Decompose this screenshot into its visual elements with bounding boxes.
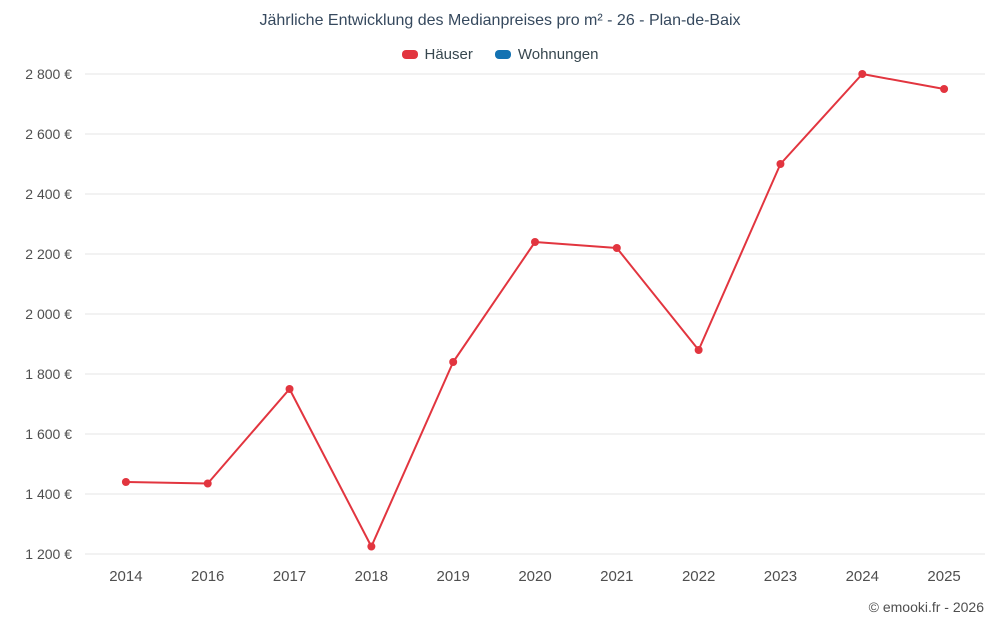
- data-point[interactable]: [776, 160, 785, 168]
- data-point[interactable]: [203, 479, 212, 488]
- x-axis-label: 2020: [518, 568, 551, 585]
- chart-title: Jährliche Entwicklung des Medianpreises …: [259, 12, 741, 29]
- y-axis-label: 1 200 €: [25, 546, 72, 562]
- x-axis-label: 2014: [109, 568, 142, 585]
- legend-label-wohnungen: Wohnungen: [517, 46, 599, 63]
- data-point[interactable]: [367, 542, 376, 551]
- series-line-häuser: [125, 73, 945, 548]
- x-axis-label: 2023: [764, 568, 797, 585]
- data-point[interactable]: [858, 70, 867, 78]
- data-point[interactable]: [612, 244, 621, 252]
- data-point[interactable]: [121, 478, 130, 486]
- data-point[interactable]: [940, 85, 949, 93]
- data-point[interactable]: [285, 385, 294, 393]
- legend-item-wohnungen[interactable]: Wohnungen: [494, 46, 599, 63]
- legend: Häuser Wohnungen: [0, 46, 1000, 63]
- y-axis-label: 1 600 €: [25, 426, 72, 442]
- x-axis-label: 2025: [927, 568, 960, 585]
- y-axis-label: 2 600 €: [25, 126, 72, 142]
- copyright-link[interactable]: © emooki.fr - 2026: [868, 599, 984, 615]
- data-point[interactable]: [531, 238, 539, 246]
- x-axis-label: 2019: [436, 568, 469, 585]
- x-axis-label: 2021: [600, 568, 633, 585]
- x-axis-label: 2024: [846, 568, 879, 585]
- x-axis-label: 2016: [191, 568, 224, 585]
- y-axis-label: 2 400 €: [25, 186, 72, 202]
- y-axis-label: 2 000 €: [25, 306, 72, 322]
- x-axis-label: 2022: [682, 568, 715, 585]
- legend-swatch-hauser: [401, 50, 418, 59]
- y-axis-label: 2 800 €: [25, 66, 72, 82]
- data-point[interactable]: [694, 346, 703, 354]
- y-axis-label: 2 200 €: [25, 246, 72, 262]
- x-axis-label: 2017: [273, 568, 306, 585]
- y-axis-label: 1 800 €: [25, 366, 72, 382]
- x-axis-label: 2018: [355, 568, 388, 585]
- data-point[interactable]: [449, 358, 458, 366]
- y-axis-label: 1 400 €: [25, 486, 72, 502]
- legend-label-hauser: Häuser: [424, 46, 473, 63]
- legend-item-hauser[interactable]: Häuser: [401, 46, 473, 63]
- legend-swatch-wohnungen: [494, 50, 511, 59]
